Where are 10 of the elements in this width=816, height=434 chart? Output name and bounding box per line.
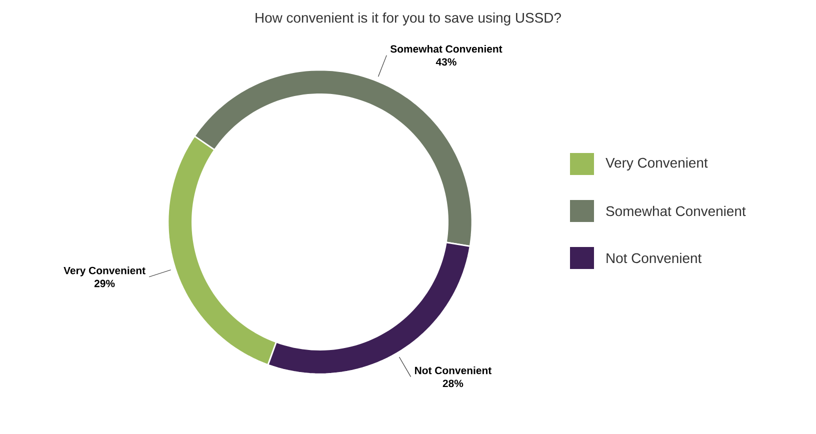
legend-label: Not Convenient bbox=[606, 252, 702, 264]
legend-label: Somewhat Convenient bbox=[606, 206, 746, 216]
slice-label: Very Convenient bbox=[64, 266, 146, 276]
data-label: 43% bbox=[436, 58, 456, 66]
chart-title: How convenient is it for you to save using USSD? bbox=[256, 12, 561, 26]
data-label: 29% bbox=[94, 280, 115, 288]
legend-label: Very Convenient bbox=[606, 157, 708, 170]
data-label: 28% bbox=[442, 380, 464, 388]
slice-label: Not Convenient bbox=[415, 366, 492, 374]
slice-label: Somewhat Convenient bbox=[390, 44, 502, 53]
